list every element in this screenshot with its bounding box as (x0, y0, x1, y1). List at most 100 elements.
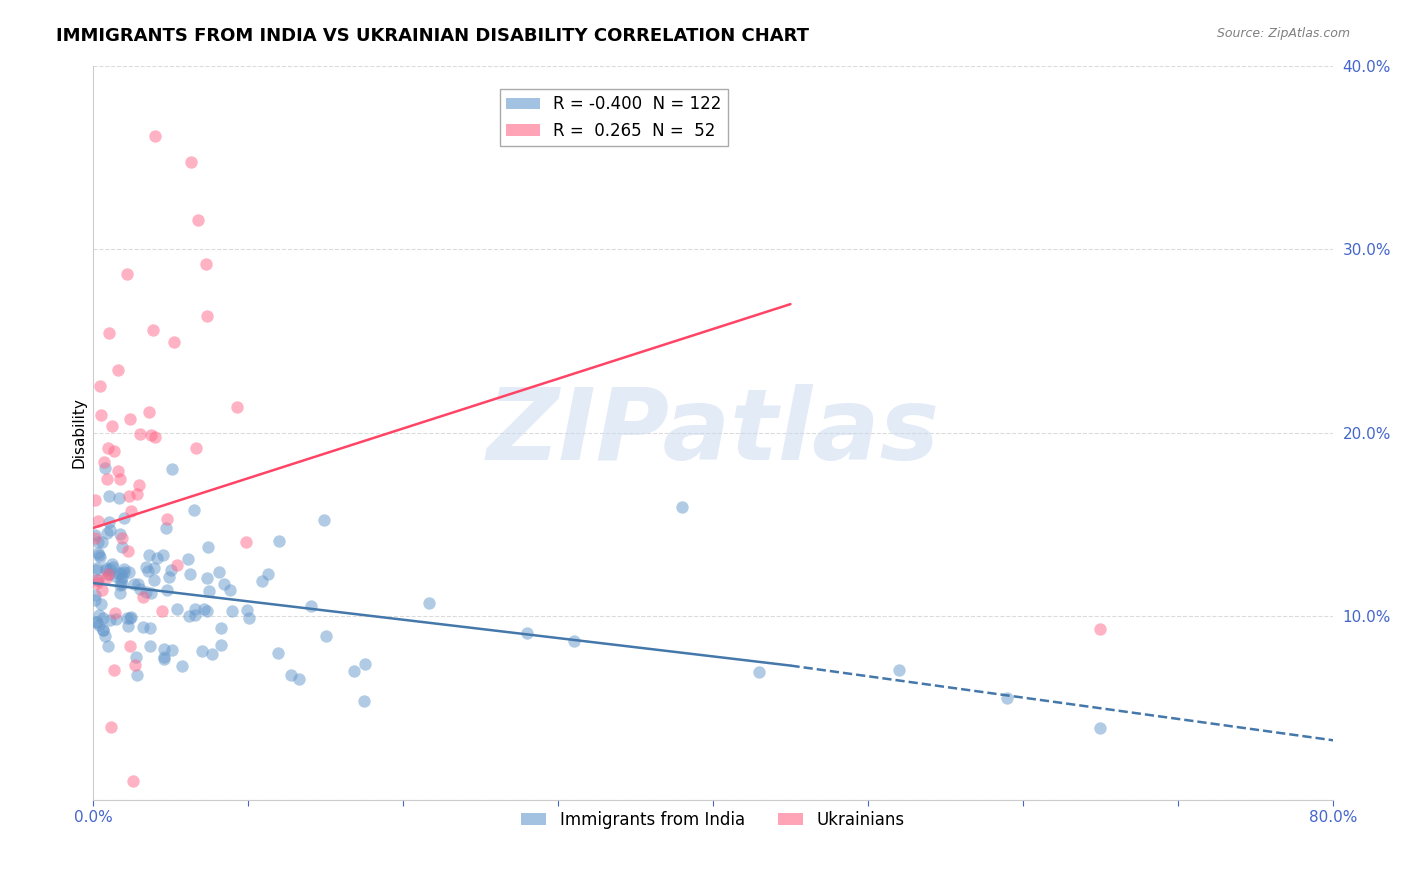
Point (299, 599, 322, 613)
Point (201, 647, 224, 661)
Point (97, 326, 120, 340)
Point (87, 573, 110, 587)
Point (112, 565, 135, 579)
Point (91, 611, 114, 625)
Point (98, 515, 121, 529)
Point (138, 405, 160, 419)
Point (108, 578, 131, 592)
Point (120, 610, 142, 624)
Point (748, 665, 770, 679)
Point (160, 461, 183, 475)
Point (117, 611, 139, 625)
Point (122, 577, 145, 591)
Point (671, 500, 693, 515)
Point (91, 534, 114, 549)
Point (84, 493, 107, 508)
Point (84, 593, 107, 607)
Point (104, 569, 127, 583)
Point (90, 408, 112, 422)
Point (117, 619, 139, 633)
Point (418, 596, 440, 610)
Point (197, 604, 219, 618)
Point (160, 643, 183, 657)
Point (110, 566, 132, 580)
Point (1090, 722, 1112, 736)
Point (146, 550, 169, 565)
Point (166, 602, 188, 616)
Point (183, 602, 205, 616)
Point (143, 129, 166, 144)
Point (100, 523, 122, 537)
Point (139, 639, 162, 653)
Point (84, 615, 107, 629)
Point (157, 570, 180, 584)
Point (162, 335, 184, 350)
Point (98, 613, 121, 627)
Point (131, 620, 153, 634)
Point (177, 551, 200, 566)
Point (153, 649, 176, 664)
Point (183, 503, 205, 517)
Point (86, 561, 108, 575)
Point (172, 659, 194, 673)
Point (212, 576, 235, 591)
Point (187, 213, 209, 227)
Point (288, 672, 311, 686)
Point (96, 472, 118, 486)
Point (266, 646, 288, 660)
Point (197, 540, 219, 554)
Point (180, 154, 202, 169)
Point (98, 562, 121, 576)
Point (129, 426, 152, 441)
Point (122, 774, 145, 789)
Point (138, 548, 160, 562)
Point (87, 514, 110, 528)
Point (83, 528, 105, 542)
Point (97, 567, 120, 582)
Point (91, 624, 114, 638)
Point (139, 586, 162, 600)
Point (226, 401, 249, 415)
Point (96, 563, 118, 577)
Point (112, 562, 135, 576)
Point (93, 455, 115, 469)
Point (219, 583, 242, 598)
Point (142, 561, 165, 575)
Point (562, 634, 585, 648)
Point (105, 612, 128, 626)
Point (150, 604, 173, 618)
Point (312, 513, 335, 527)
Point (117, 544, 139, 558)
Point (995, 690, 1018, 705)
Point (887, 664, 910, 678)
Point (89, 548, 111, 562)
Point (89, 379, 111, 393)
Point (104, 607, 127, 621)
Point (86, 576, 108, 591)
Point (238, 611, 260, 625)
Point (96, 526, 118, 541)
Point (191, 644, 214, 658)
Point (135, 585, 157, 599)
Point (100, 557, 122, 571)
Point (127, 487, 149, 501)
Point (136, 565, 159, 579)
Point (208, 565, 231, 579)
Point (97, 639, 120, 653)
Point (101, 419, 124, 434)
Point (179, 567, 201, 582)
Point (120, 412, 142, 426)
Point (195, 310, 218, 324)
Point (83, 531, 105, 545)
Point (111, 577, 134, 591)
Point (91, 623, 114, 637)
Point (108, 527, 131, 541)
Point (103, 559, 125, 574)
Point (83, 588, 105, 602)
Point (117, 565, 139, 579)
Point (209, 621, 232, 635)
Point (353, 694, 375, 708)
Point (152, 641, 174, 656)
Point (86, 615, 108, 629)
Point (86, 574, 108, 588)
